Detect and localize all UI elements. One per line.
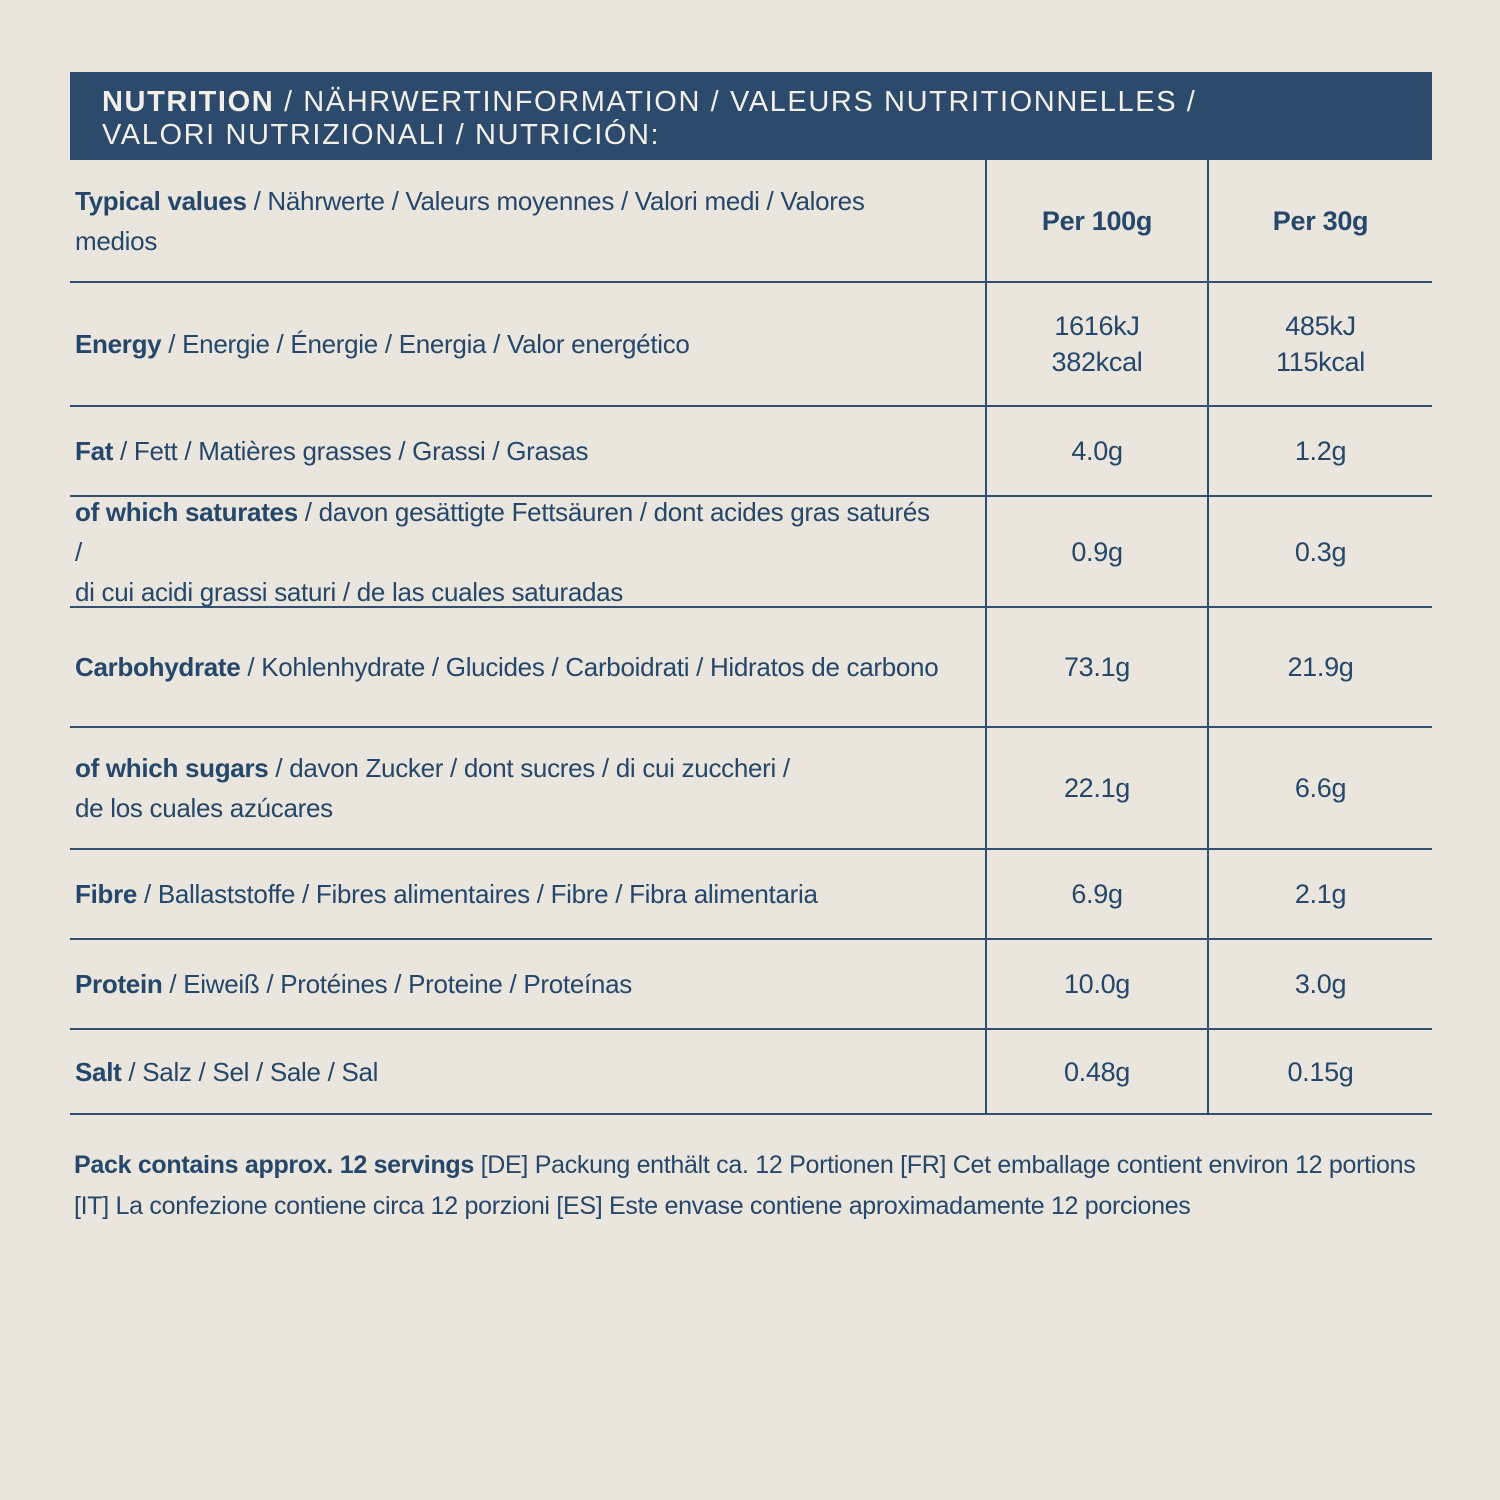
servings-note-rest: [DE] Packung enthält ca. 12 Portionen [F… (74, 1151, 1416, 1220)
servings-note: Pack contains approx. 12 servings [DE] P… (70, 1145, 1432, 1227)
row-label: of which saturates / davon gesättigte Fe… (75, 496, 930, 607)
table-row-fat: Fat / Fett / Matières grasses / Grassi /… (70, 407, 1432, 497)
value-per-30g: 6.6g (1207, 728, 1432, 848)
servings-note-bold: Pack contains approx. 12 servings (74, 1151, 475, 1179)
value-per-30g: 0.15g (1207, 1030, 1432, 1113)
column-header-per-100g: Per 100g (985, 160, 1207, 281)
table-row-salt: Salt / Salz / Sel / Sale / Sal 0.48g 0.1… (70, 1030, 1432, 1115)
row-label: Typical values / Nährwerte / Valeurs moy… (75, 185, 865, 256)
value-per-100g: 6.9g (985, 850, 1207, 938)
value-per-100g: 22.1g (985, 728, 1207, 848)
row-label: Carbohydrate / Kohlenhydrate / Glucides … (75, 652, 939, 682)
value-per-100g: 73.1g (985, 608, 1207, 726)
nutrition-table: Typical values / Nährwerte / Valeurs moy… (70, 160, 1432, 1115)
column-header-per-30g: Per 30g (1207, 160, 1432, 281)
value-per-100g: 10.0g (985, 940, 1207, 1028)
value-per-30g: 2.1g (1207, 850, 1432, 938)
row-label: Protein / Eiweiß / Protéines / Proteine … (75, 969, 632, 999)
table-row-typical-values: Typical values / Nährwerte / Valeurs moy… (70, 160, 1432, 283)
value-per-30g: 21.9g (1207, 608, 1432, 726)
table-row-saturates: of which saturates / davon gesättigte Fe… (70, 497, 1432, 608)
value-per-100g: 0.9g (985, 497, 1207, 606)
header-title-rest: / NÄHRWERTINFORMATION / VALEURS NUTRITIO… (102, 86, 1197, 151)
table-row-fibre: Fibre / Ballaststoffe / Fibres alimentai… (70, 850, 1432, 940)
header-title-bold: NUTRITION (102, 86, 275, 118)
row-label: Energy / Energie / Énergie / Energia / V… (75, 329, 690, 359)
value-per-30g: 0.3g (1207, 497, 1432, 606)
row-label: Fat / Fett / Matières grasses / Grassi /… (75, 436, 589, 466)
row-label: Fibre / Ballaststoffe / Fibres alimentai… (75, 879, 818, 909)
value-per-30g: 3.0g (1207, 940, 1432, 1028)
value-per-30g: 1.2g (1207, 407, 1432, 495)
row-label: of which sugars / davon Zucker / dont su… (75, 753, 790, 823)
table-row-sugars: of which sugars / davon Zucker / dont su… (70, 728, 1432, 850)
row-label: Salt / Salz / Sel / Sale / Sal (75, 1056, 379, 1087)
nutrition-header: NUTRITION / NÄHRWERTINFORMATION / VALEUR… (70, 72, 1432, 160)
value-per-100g: 4.0g (985, 407, 1207, 495)
value-per-100g: 0.48g (985, 1030, 1207, 1113)
table-row-energy: Energy / Energie / Énergie / Energia / V… (70, 283, 1432, 407)
value-per-30g: 485kJ 115kcal (1207, 283, 1432, 405)
nutrition-label: NUTRITION / NÄHRWERTINFORMATION / VALEUR… (70, 72, 1432, 1227)
value-per-100g: 1616kJ 382kcal (985, 283, 1207, 405)
table-row-protein: Protein / Eiweiß / Protéines / Proteine … (70, 940, 1432, 1030)
table-row-carbohydrate: Carbohydrate / Kohlenhydrate / Glucides … (70, 608, 1432, 728)
